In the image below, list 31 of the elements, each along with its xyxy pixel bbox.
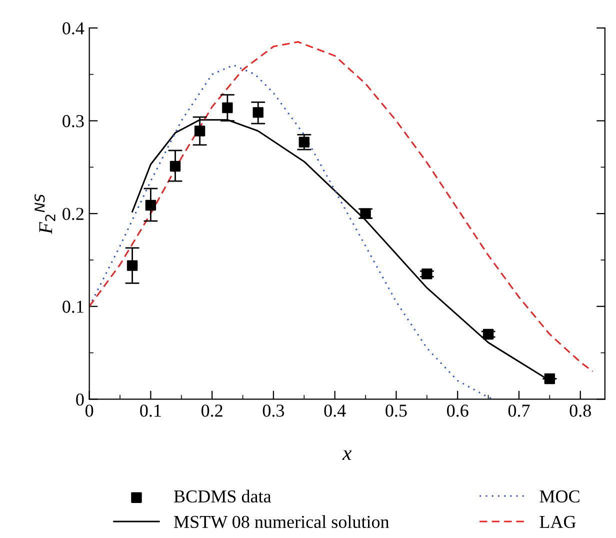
point bbox=[544, 373, 556, 384]
point bbox=[222, 102, 233, 114]
line-series bbox=[89, 41, 594, 372]
point bbox=[298, 136, 310, 148]
y-tick-label: 0.2 bbox=[62, 208, 84, 220]
x-tick-label: 0 bbox=[85, 404, 94, 417]
point bbox=[422, 268, 432, 280]
y-tick-label: 0 bbox=[76, 393, 84, 406]
legend-label: LAG bbox=[540, 516, 576, 528]
point bbox=[126, 260, 138, 271]
x-tick-label: 0.7 bbox=[508, 404, 530, 417]
x-tick-label: 0.5 bbox=[386, 404, 407, 417]
point bbox=[145, 200, 156, 211]
legend-label: BCDMS data bbox=[174, 490, 272, 503]
point bbox=[252, 107, 264, 118]
point bbox=[360, 208, 371, 219]
x-tick-label: 0.4 bbox=[324, 404, 346, 417]
x-tick-label: 0.2 bbox=[201, 404, 222, 417]
legend-label: MOC bbox=[540, 490, 580, 503]
x-axis-title: x bbox=[342, 450, 352, 460]
x-tick-label: 0.8 bbox=[570, 404, 591, 417]
y-tick-label: 0.4 bbox=[62, 22, 84, 34]
x-tick-label: 0.1 bbox=[140, 404, 161, 417]
point bbox=[194, 126, 206, 136]
y-tick-label: 0.3 bbox=[62, 115, 84, 128]
x-tick-label: 0.6 bbox=[447, 404, 468, 417]
legend-label: MSTW 08 numerical solution bbox=[174, 515, 390, 528]
y-tick-label: 0.1 bbox=[62, 300, 84, 313]
x-tick-label: 0.3 bbox=[262, 404, 284, 417]
point bbox=[170, 160, 181, 172]
y-axis-title: F$_{2}$$^{NS}$ bbox=[34, 194, 56, 234]
